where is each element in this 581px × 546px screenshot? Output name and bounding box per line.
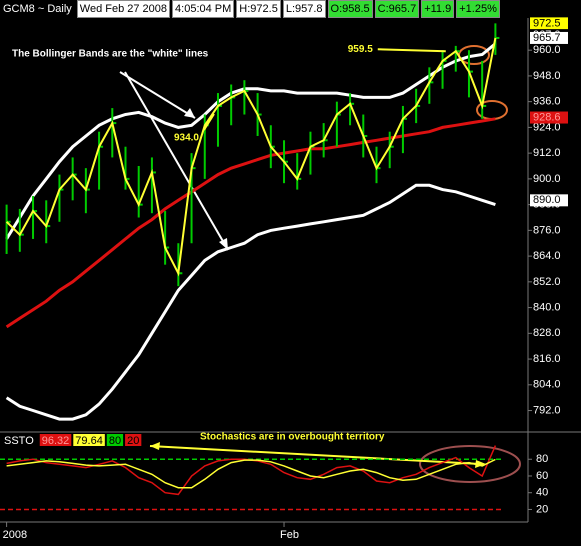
price-marker-label: 972.5 [533,17,561,29]
y-tick-label: 792.0 [533,404,561,416]
bollinger-note: The Bollinger Bands are the "white" line… [12,49,209,60]
y-tick-label: 900.0 [533,173,561,185]
y-tick-label: 816.0 [533,353,561,365]
price-marker [530,31,568,44]
price-marker [530,111,568,124]
arrowhead [475,460,486,468]
price-marker [530,17,568,30]
y-tick-label: 852.0 [533,276,561,288]
callout-label: 959.5 [348,44,373,55]
callout-arrow [203,113,215,131]
y-tick-label: 912.0 [533,147,561,159]
y-tick-label: 960.0 [533,44,561,56]
x-tick-label: Feb [280,529,299,541]
high: H:972.5 [236,0,281,18]
y-tick-label: 948.0 [533,70,561,82]
y-tick-label: 924.0 [533,121,561,133]
close-line [5,37,497,277]
oscillator-line [6,458,496,489]
header: GCM8 ~ Daily Wed Feb 27 2008 4:05:04 PM … [0,0,500,18]
x-tick-label: 2008 [3,529,27,541]
panel-title: SSTO [4,435,34,447]
arrow [124,71,229,251]
y-tick-label: 864.0 [533,250,561,262]
y-tick-label: 936.0 [533,96,561,108]
level-readout: 80 [109,435,121,447]
arrow [149,445,481,465]
arrow [119,71,196,119]
y-tick-label: 876.0 [533,224,561,236]
y-tick-label: 60 [536,470,548,482]
date: Wed Feb 27 2008 [76,0,171,18]
level-readout-box [125,434,142,446]
level-readout: 20 [127,435,139,447]
indicator-line [5,42,497,240]
readout-box [73,434,105,446]
close: C:965.7 [374,0,420,18]
y-tick-label: 840.0 [533,301,561,313]
indicator-line [5,183,496,421]
readout: 96.32 [42,435,70,447]
y-tick-label: 20 [536,503,548,515]
callout-label: 934.0 [174,133,199,144]
time: 4:05:04 PM [172,0,235,18]
symbol: GCM8 ~ Daily [0,0,75,18]
level-readout-box [106,434,124,446]
arrowhead [219,238,228,250]
y-tick-label: 828.0 [533,327,561,339]
callout-arrow [377,48,446,53]
change: +11.9 [421,0,455,18]
y-tick-label: 80 [536,453,548,465]
open: O:958.5 [327,0,373,18]
y-tick-label: 804.0 [533,379,561,391]
price-marker-label: 965.7 [533,32,561,44]
arrowhead [184,108,195,118]
price-marker [530,194,568,207]
readout-box [39,434,72,446]
low: L:957.8 [282,0,326,18]
indicator-line [5,117,496,329]
percent: +1.25% [456,0,500,18]
price-marker-label: 890.0 [533,194,561,206]
price-marker-label: 928.6 [533,111,561,123]
readout: 79.64 [75,435,103,447]
highlight-circle [419,445,521,483]
arrowhead [150,442,160,450]
stoch-note: Stochastics are in overbought territory [200,432,385,443]
y-tick-label: 40 [536,487,548,499]
